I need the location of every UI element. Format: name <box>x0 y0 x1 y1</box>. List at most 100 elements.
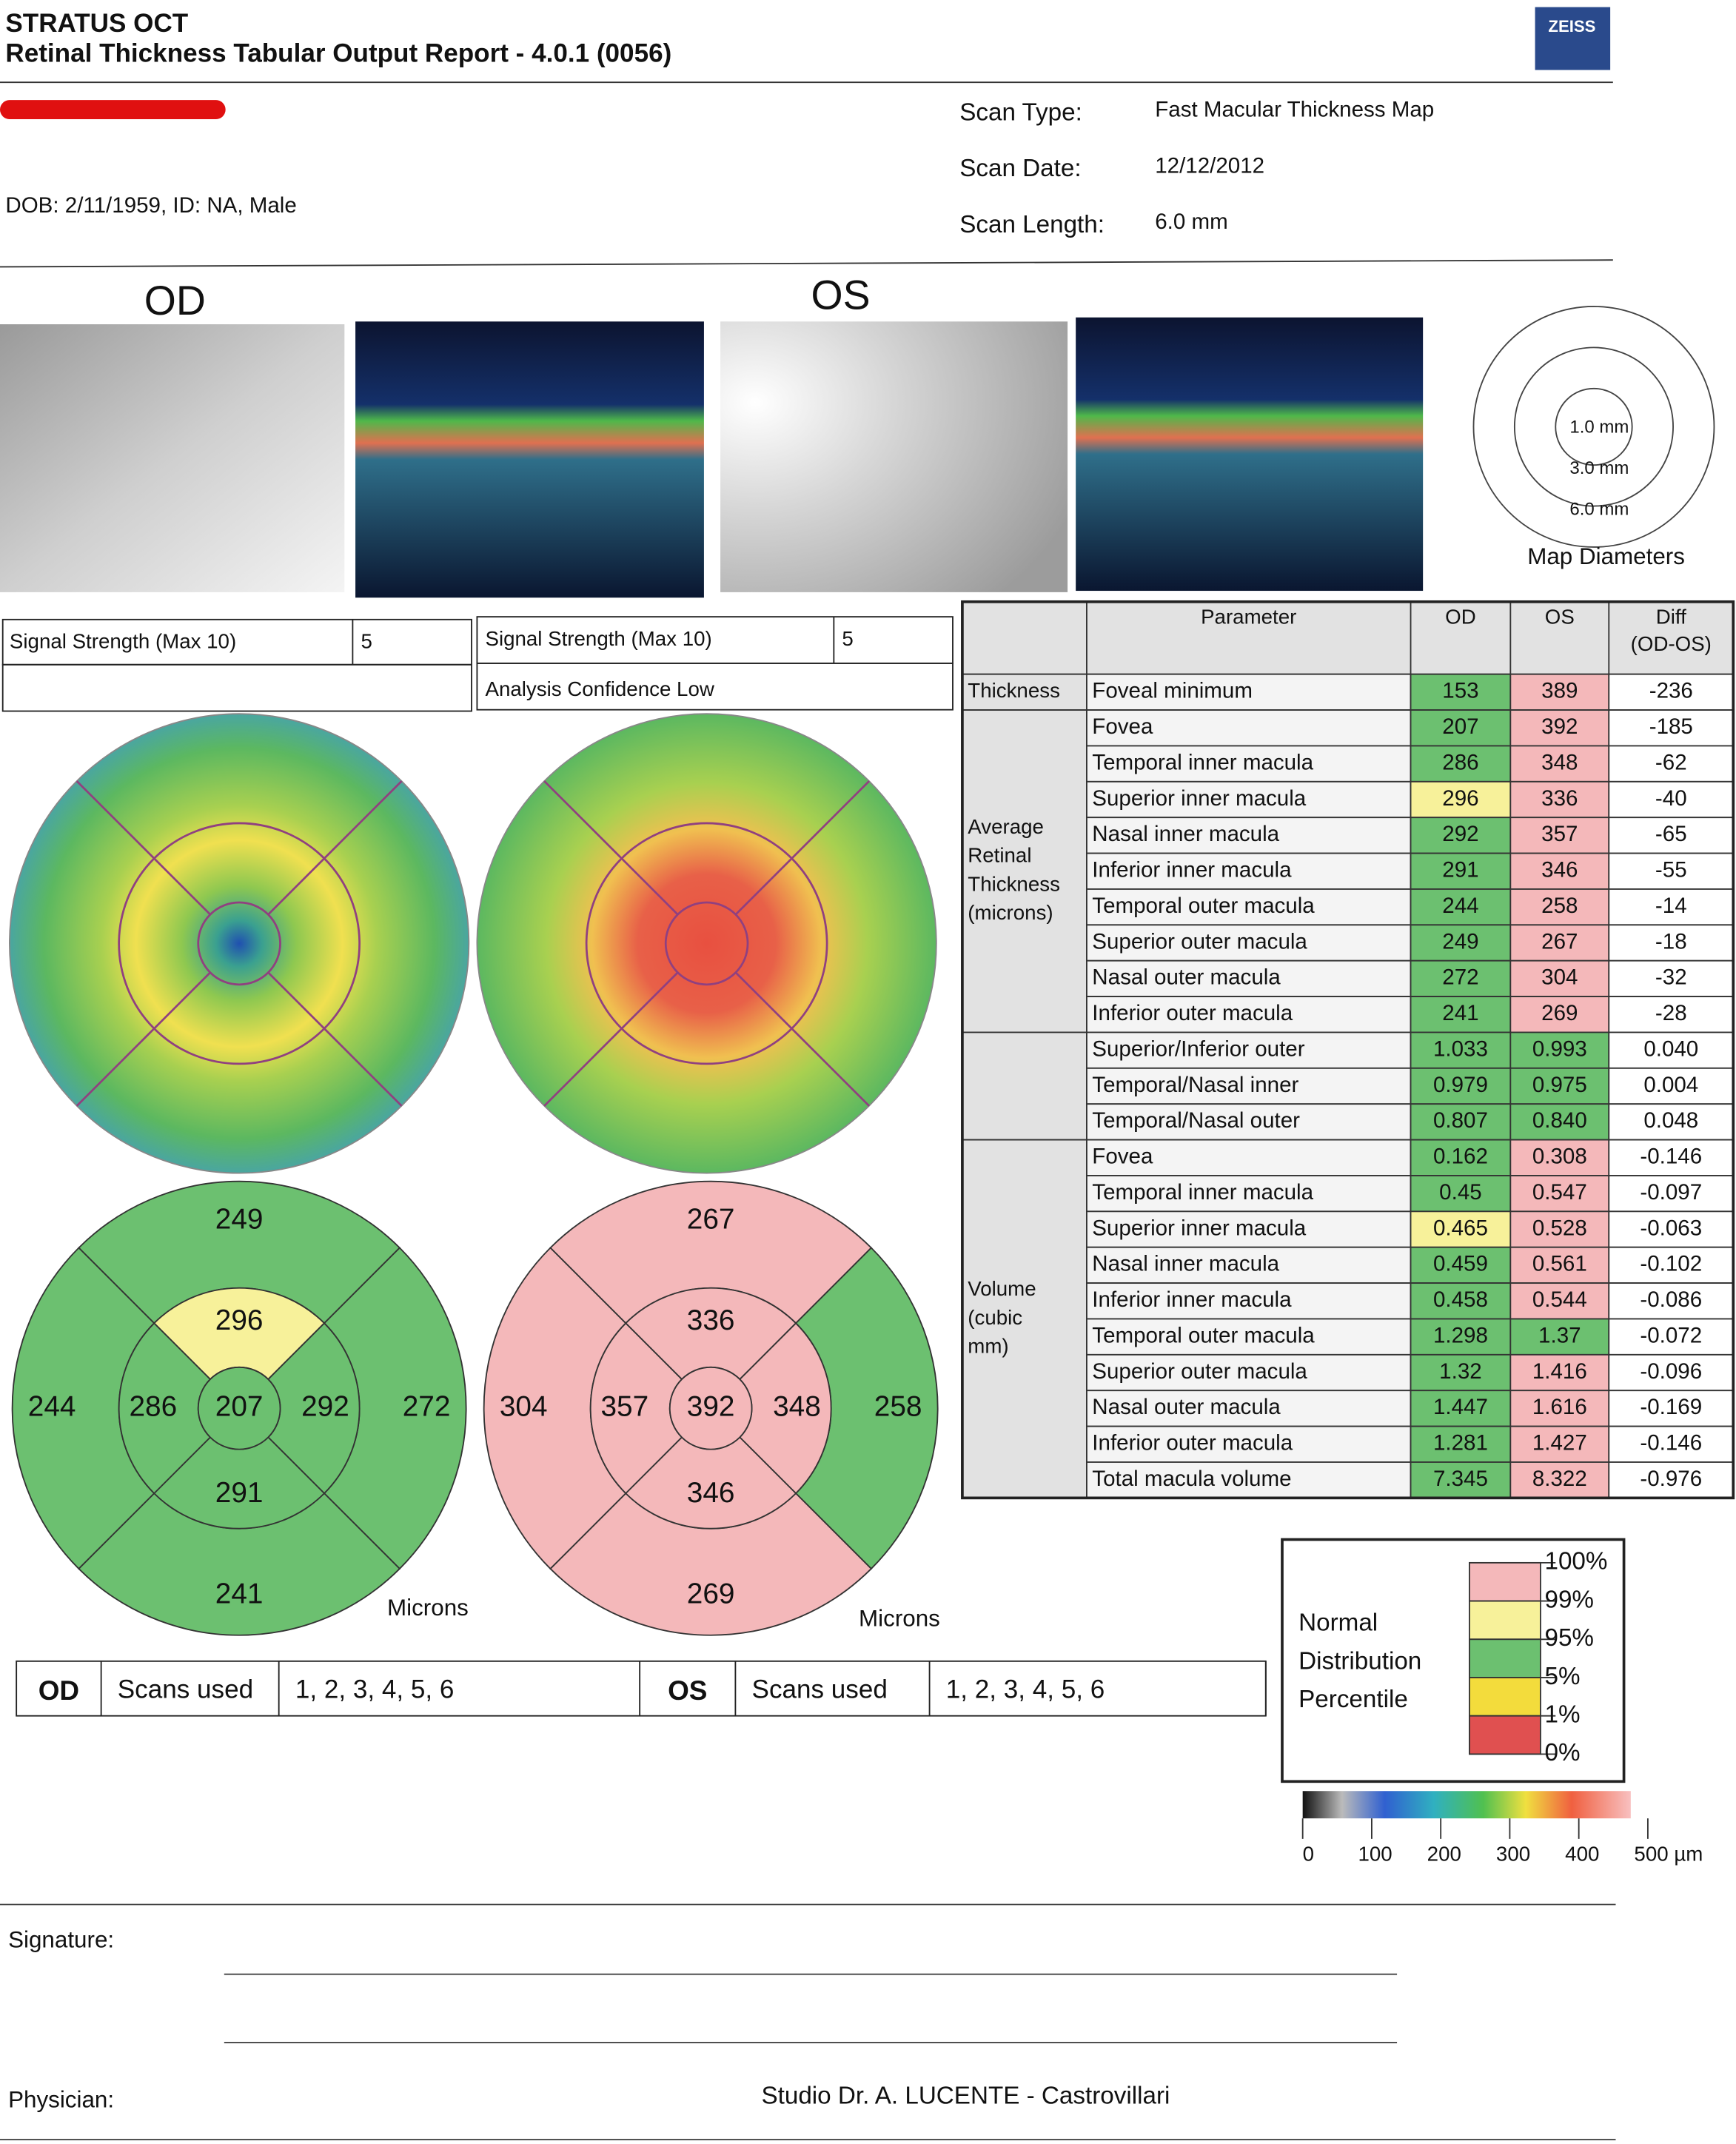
parameter: Temporal inner macula <box>1092 750 1313 774</box>
parameter: Inferior outer macula <box>1092 1431 1293 1455</box>
legend-title: Percentile <box>1298 1686 1408 1713</box>
od-value: 292 <box>1442 822 1478 846</box>
diff-value: -40 <box>1655 786 1687 811</box>
os-value: 0.561 <box>1532 1252 1587 1276</box>
diff-value: -62 <box>1655 750 1687 774</box>
signal-value: 5 <box>361 630 372 653</box>
diff-value: -0.097 <box>1640 1180 1702 1205</box>
parameter: Temporal outer macula <box>1092 894 1315 918</box>
colorbar-label: 100 <box>1358 1842 1392 1865</box>
param-cell <box>1086 1282 1412 1320</box>
os-value: 1.427 <box>1532 1431 1587 1455</box>
diff-value: 0.048 <box>1643 1108 1698 1133</box>
group-label: (cubic <box>968 1306 1022 1329</box>
scans-label: Scans used <box>118 1675 253 1704</box>
signal-value: 5 <box>842 627 853 650</box>
sector-value: 296 <box>215 1304 264 1336</box>
group-label: Average <box>968 815 1044 838</box>
param-cell <box>1086 852 1412 890</box>
table-header <box>961 600 1735 675</box>
legend-level: 99% <box>1544 1586 1594 1613</box>
signature-label: Signature: <box>8 1927 114 1953</box>
os-cell <box>1509 709 1610 747</box>
os-cell <box>1509 1210 1610 1248</box>
os-value: 258 <box>1541 894 1578 918</box>
scan-value: Fast Macular Thickness Map <box>1155 98 1434 122</box>
od-value: 244 <box>1442 894 1478 918</box>
parameter: Superior outer macula <box>1092 929 1307 954</box>
os-value: 0.308 <box>1532 1145 1587 1169</box>
group-cell <box>961 673 1087 711</box>
od-cell <box>1410 1461 1512 1499</box>
od-cell <box>1410 745 1512 783</box>
od-cell <box>1410 1318 1512 1356</box>
sector-value: 292 <box>301 1390 349 1422</box>
parameter: Temporal/Nasal outer <box>1092 1108 1300 1133</box>
colorbar <box>1302 1791 1631 1819</box>
diff-value: -0.072 <box>1640 1323 1702 1347</box>
os-value: 389 <box>1541 679 1578 703</box>
diff-cell <box>1608 1353 1735 1392</box>
scan-value: 12/12/2012 <box>1155 153 1264 178</box>
os-value: 1.37 <box>1538 1323 1581 1347</box>
od-value: 0.465 <box>1433 1216 1488 1240</box>
sector-center <box>197 1366 281 1450</box>
os-value: 0.993 <box>1532 1036 1587 1061</box>
sector-value: 346 <box>687 1477 735 1509</box>
diff-cell <box>1608 996 1735 1034</box>
subtitle: Retinal Thickness Tabular Output Report … <box>5 39 671 68</box>
od-value: 249 <box>1442 929 1478 954</box>
diameter-title: Map Diameters <box>1527 543 1685 569</box>
legend-box <box>1281 1538 1626 1783</box>
parameter: Nasal outer macula <box>1092 965 1281 990</box>
parameter: Superior inner macula <box>1092 786 1306 811</box>
group-label: Thickness <box>968 679 1060 702</box>
od-value: 1.447 <box>1433 1395 1488 1419</box>
diff-cell <box>1608 924 1735 962</box>
os-cell <box>1509 1031 1610 1069</box>
os-value: 8.322 <box>1532 1467 1587 1491</box>
sector-value: 258 <box>874 1390 922 1422</box>
od-value: 1.32 <box>1439 1359 1481 1384</box>
diff-value: -0.169 <box>1640 1395 1702 1419</box>
studio: Studio Dr. A. LUCENTE - Castrovillari <box>761 2083 1170 2110</box>
os-value: 348 <box>1541 750 1578 774</box>
diff-value: 0.004 <box>1643 1073 1698 1097</box>
od-value: 1.298 <box>1433 1323 1488 1347</box>
od-cell <box>1410 673 1512 711</box>
map-spoke <box>543 780 679 916</box>
header-cell: Diff <box>1656 605 1686 628</box>
group-cell <box>961 1139 1087 1499</box>
legend-swatch <box>1469 1561 1541 1602</box>
units-label: Microns <box>387 1595 469 1621</box>
map-spoke <box>543 971 679 1107</box>
sector-value: 348 <box>773 1390 821 1422</box>
os-value: 0.544 <box>1532 1287 1587 1312</box>
diff-value: -236 <box>1649 679 1693 703</box>
param-cell <box>1086 1390 1412 1427</box>
parameter: Superior/Inferior outer <box>1092 1036 1304 1061</box>
map-ring <box>664 901 749 986</box>
title: STRATUS OCT <box>5 9 188 38</box>
param-cell <box>1086 1103 1412 1141</box>
od-cell <box>1410 1175 1512 1213</box>
redaction <box>0 100 226 120</box>
legend-swatch <box>1469 1638 1541 1678</box>
od-value: 0.459 <box>1433 1252 1488 1276</box>
diff-value: -65 <box>1655 822 1687 846</box>
diff-value: -0.976 <box>1640 1467 1702 1491</box>
os-value: 0.547 <box>1532 1180 1587 1205</box>
sector-value: 244 <box>28 1390 76 1422</box>
legend-title: Normal <box>1298 1609 1378 1637</box>
sector-value: 286 <box>129 1390 177 1422</box>
od-value: 207 <box>1442 714 1478 739</box>
os-value: 357 <box>1541 822 1578 846</box>
parameter: Temporal/Nasal inner <box>1092 1073 1298 1097</box>
param-cell <box>1086 888 1412 926</box>
map-spoke <box>734 780 870 916</box>
param-cell <box>1086 959 1412 997</box>
os-cell <box>1509 1175 1610 1213</box>
legend-level: 5% <box>1544 1663 1580 1690</box>
oct-scan <box>355 321 704 598</box>
os-cell <box>1509 1139 1610 1176</box>
